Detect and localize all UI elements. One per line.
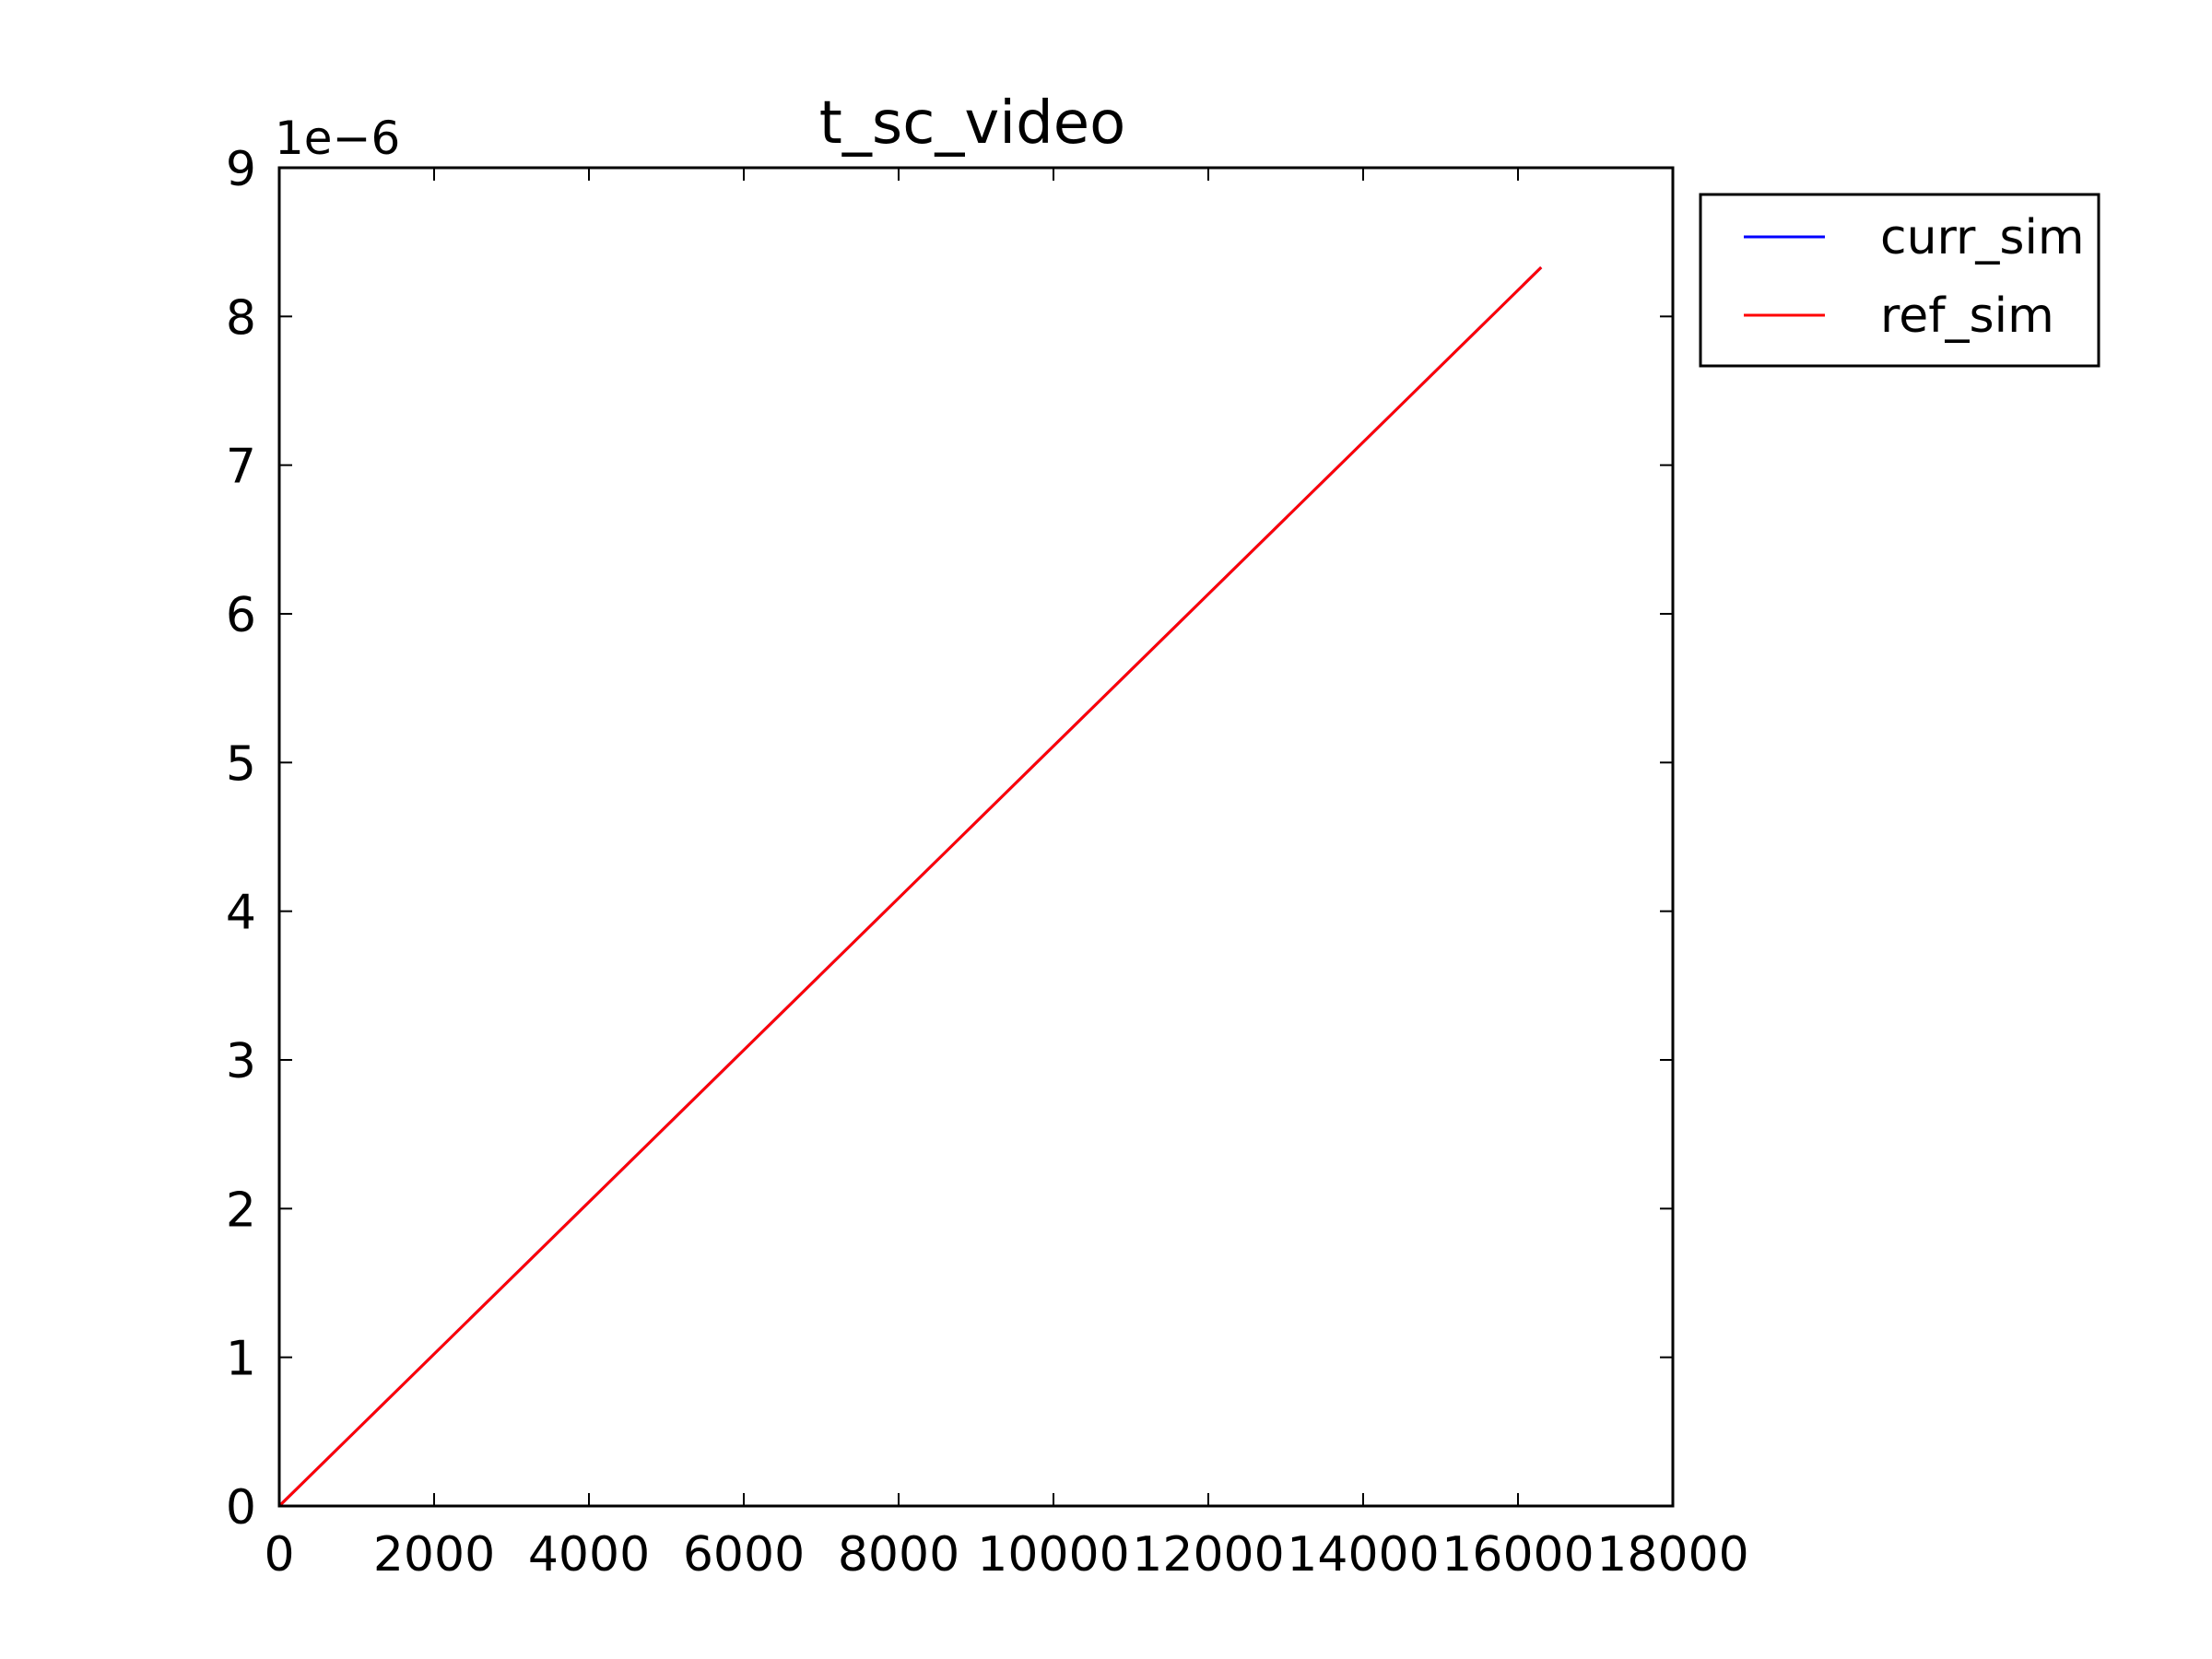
y-tick-label: 7 [226,440,256,495]
x-tick-label: 6000 [683,1527,805,1583]
y-tick-label: 8 [226,290,256,346]
y-tick-label: 5 [226,736,256,792]
y-tick-label: 0 [226,1480,256,1535]
y-tick-label: 3 [226,1034,256,1089]
x-tick-label: 14000 [1287,1527,1439,1583]
y-tick-label: 6 [226,588,256,643]
plot-area-frame [277,166,1675,1508]
x-tick-label: 4000 [528,1527,650,1583]
legend: curr_sim ref_sim [1699,193,2100,368]
legend-label-curr_sim: curr_sim [1880,210,2085,265]
legend-frame [1699,193,2100,368]
legend-label-ref_sim: ref_sim [1880,288,2054,344]
y-tick-label: 9 [226,142,256,197]
x-tick-label: 10000 [977,1527,1129,1583]
y-tick-label: 4 [226,886,256,941]
ticks-layer: 0 2000 4000 6000 8000 10000 12000 14000 16000 180… [226,142,1749,1583]
chart-title: t_sc_video [819,89,1125,158]
series-line-ref_sim [277,266,1543,1508]
x-tick-label: 12000 [1132,1527,1284,1583]
x-tick-label: 0 [264,1527,294,1583]
series-layer [277,266,1543,1508]
y-offset-label: 1e−6 [275,112,400,165]
x-tick-label: 16000 [1441,1527,1594,1583]
y-tick-label: 2 [226,1182,256,1238]
x-tick-label: 2000 [373,1527,495,1583]
x-tick-label: 18000 [1596,1527,1748,1583]
y-tick-label: 1 [226,1332,256,1387]
x-tick-label: 8000 [838,1527,959,1583]
